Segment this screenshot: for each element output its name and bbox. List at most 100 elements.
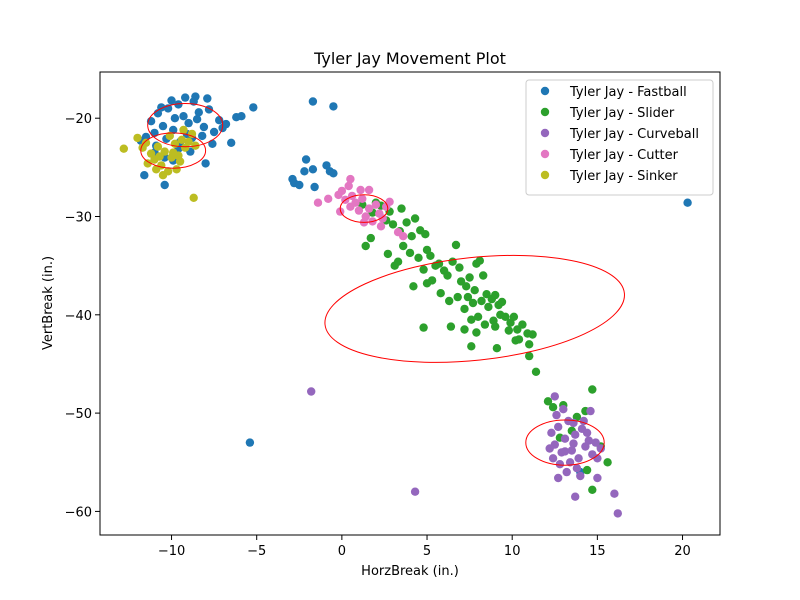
point-series-2-6 (567, 446, 576, 455)
point-series-1-77 (531, 367, 541, 376)
point-series-0-50 (308, 165, 318, 174)
point-series-1-78 (543, 397, 553, 406)
point-series-1-71 (446, 322, 456, 331)
point-series-0-35 (237, 112, 246, 121)
point-series-0-51 (310, 182, 319, 192)
point-series-0-7 (184, 118, 193, 128)
point-series-0-28 (192, 115, 202, 124)
y-tick-label-3: −50 (65, 407, 92, 422)
point-series-2-11 (584, 436, 593, 445)
confidence-ellipse-2 (339, 194, 389, 223)
y-tick-label-2: −40 (65, 309, 92, 324)
point-series-1-35 (475, 256, 484, 265)
x-tick-label-0: −10 (158, 544, 185, 559)
point-series-0-10 (199, 122, 209, 132)
point-series-2-26 (545, 444, 554, 453)
point-series-4-18 (158, 171, 168, 180)
point-series-3-3 (354, 206, 364, 215)
point-series-1-55 (467, 315, 476, 324)
point-series-1-69 (463, 292, 473, 302)
x-tick-label-1: −5 (247, 544, 266, 559)
point-series-2-32 (554, 473, 563, 483)
point-series-3-4 (358, 194, 367, 203)
confidence-ellipse-0 (147, 103, 224, 148)
point-series-1-70 (419, 323, 428, 332)
point-series-2-24 (593, 454, 602, 463)
point-series-0-33 (221, 119, 231, 129)
point-series-3-18 (334, 190, 343, 200)
point-series-2-33 (571, 492, 580, 501)
point-series-0-48 (300, 167, 309, 176)
point-series-1-21 (419, 265, 428, 274)
point-series-1-76 (525, 351, 534, 361)
point-series-2-25 (596, 444, 605, 453)
point-series-1-19 (405, 248, 415, 258)
point-series-4-14 (184, 137, 193, 146)
point-series-1-85 (582, 465, 592, 475)
point-series-3-25 (313, 198, 323, 207)
point-series-1-8 (407, 232, 416, 241)
point-series-0-42 (201, 159, 210, 168)
x-tick-label-5: 15 (589, 544, 606, 559)
point-series-1-56 (460, 304, 469, 314)
point-series-1-16 (383, 249, 393, 259)
point-series-4-24 (179, 125, 188, 135)
x-tick-label-4: 10 (504, 544, 521, 559)
point-series-1-31 (462, 282, 471, 291)
point-series-1-64 (477, 296, 486, 306)
x-tick-label-2: 0 (338, 544, 346, 559)
point-series-3-8 (371, 200, 381, 209)
y-tick-label-4: −60 (65, 505, 92, 520)
point-series-0-15 (181, 93, 190, 102)
x-axis-label: HorzBreak (in.) (361, 564, 459, 579)
point-series-1-75 (514, 335, 524, 344)
point-series-3-10 (378, 214, 387, 223)
point-series-3-16 (344, 181, 353, 191)
point-series-1-49 (525, 340, 534, 349)
point-series-1-18 (361, 241, 370, 251)
point-series-2-21 (555, 460, 565, 469)
point-series-1-33 (470, 286, 479, 295)
point-series-1-22 (426, 251, 435, 260)
point-series-2-7 (571, 430, 580, 439)
point-series-4-15 (187, 129, 197, 139)
point-series-1-65 (468, 298, 478, 308)
point-series-2-14 (552, 410, 561, 420)
point-series-1-62 (409, 282, 418, 291)
point-series-1-24 (434, 259, 444, 268)
point-series-3-13 (356, 185, 365, 195)
point-series-4-19 (143, 159, 152, 168)
legend: Tyler Jay - Fastball Tyler Jay - Slider Ty… (525, 79, 714, 196)
point-series-1-51 (504, 326, 513, 335)
point-series-1-48 (528, 330, 537, 339)
point-series-2-17 (572, 464, 582, 473)
point-series-1-44 (509, 312, 519, 321)
confidence-ellipse-1 (140, 132, 207, 169)
point-series-1-41 (497, 297, 507, 307)
point-series-0-32 (227, 138, 236, 147)
point-series-3-26 (324, 194, 333, 203)
point-series-0-49 (301, 155, 311, 164)
point-series-3-21 (376, 222, 386, 231)
point-series-1-63 (484, 302, 493, 312)
point-series-0-56 (329, 102, 338, 111)
point-series-0-54 (329, 169, 338, 178)
point-series-2-37 (410, 487, 420, 496)
legend-marker-0 (540, 86, 550, 96)
point-series-2-19 (586, 406, 595, 416)
point-series-1-61 (422, 279, 432, 288)
point-series-3-15 (347, 191, 357, 201)
x-tick-label-3: 5 (423, 544, 431, 559)
y-axis-label: VertBreak (in.) (41, 256, 56, 350)
point-series-1-7 (402, 218, 411, 227)
point-series-3-23 (399, 232, 408, 241)
point-series-1-29 (455, 263, 464, 272)
point-series-0-23 (208, 139, 217, 148)
point-series-1-54 (472, 328, 481, 337)
point-series-2-4 (560, 434, 570, 443)
point-series-4-17 (152, 165, 161, 174)
legend-marker-2 (540, 128, 550, 138)
point-series-3-24 (346, 174, 355, 184)
point-series-1-11 (421, 230, 430, 239)
